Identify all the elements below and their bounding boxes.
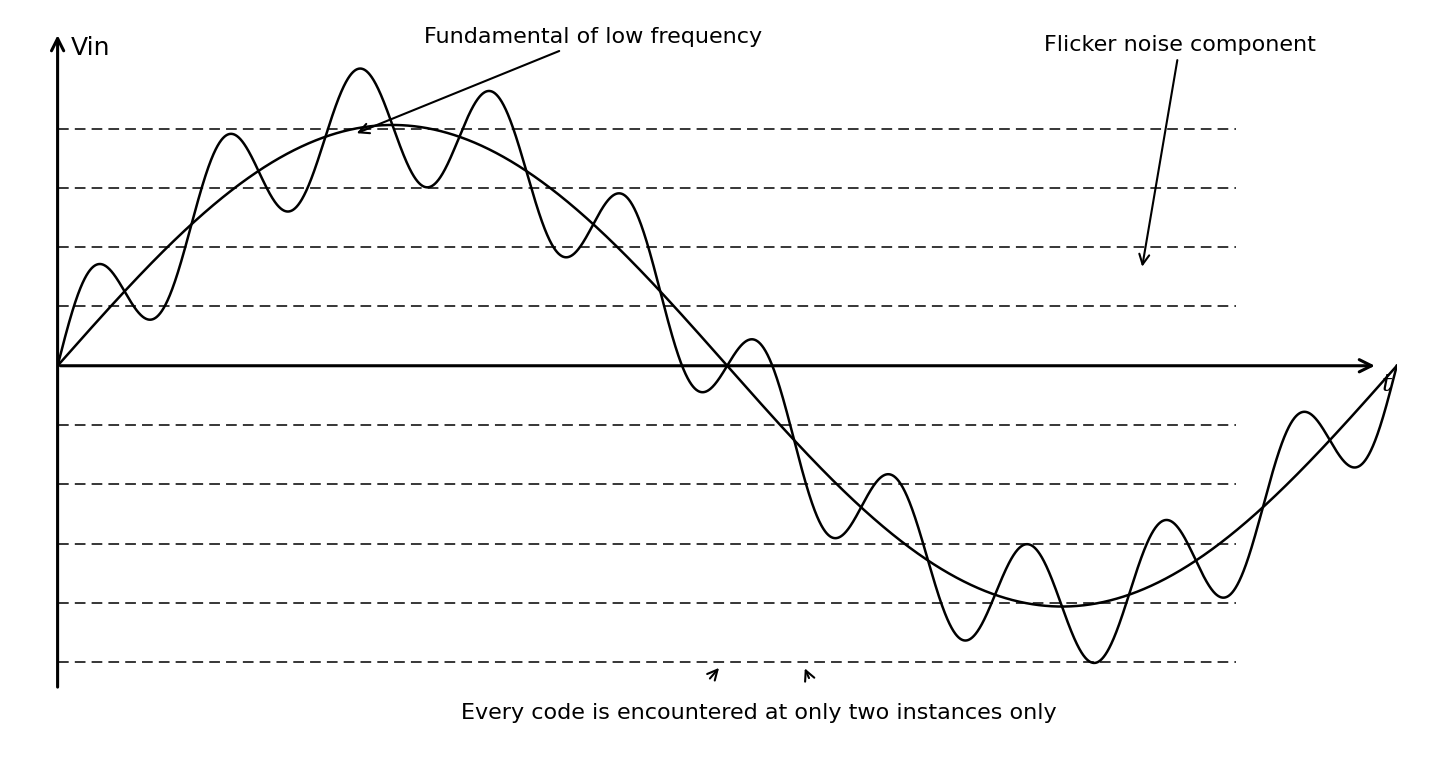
Text: Vin: Vin xyxy=(71,36,109,60)
Text: Every code is encountered at only two instances only: Every code is encountered at only two in… xyxy=(461,703,1057,723)
Text: t: t xyxy=(1381,373,1391,396)
Text: Fundamental of low frequency: Fundamental of low frequency xyxy=(359,27,762,133)
Text: Flicker noise component: Flicker noise component xyxy=(1044,35,1316,264)
